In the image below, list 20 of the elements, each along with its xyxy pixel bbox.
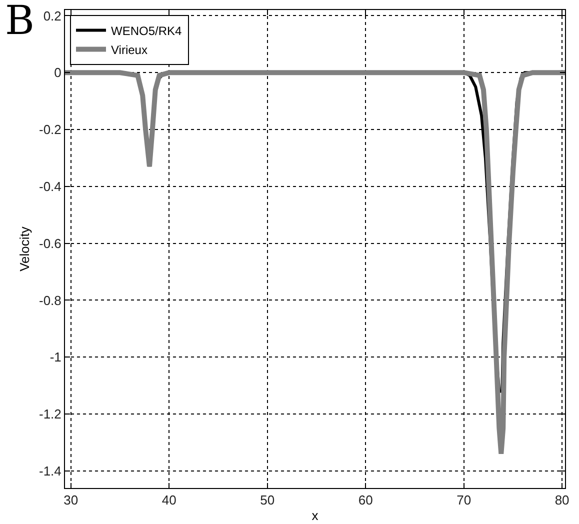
legend-label: WENO5/RK4 [111,24,182,38]
text: B [5,0,34,44]
y-axis-title: Velocity [16,226,32,272]
y-tick-label: 0.2 [43,8,62,24]
x-tick-label: 30 [64,492,78,508]
y-tick-label: -0.2 [38,122,62,138]
y-tick-label: -0.6 [38,236,62,251]
x-tick-label: 70 [456,492,472,508]
y-tick-label: -1.4 [38,463,62,478]
y-tick-label: -0.8 [38,292,62,308]
x-tick-label: 40 [162,492,176,508]
x-tick-label: 50 [260,492,275,508]
y-tick-label: -1.2 [38,406,62,422]
y-tick-label: 0 [54,65,62,80]
x-tick-label: 80 [554,492,570,508]
legend-label: Virieux [111,42,148,57]
x-tick-label: 60 [358,492,373,508]
y-tick-label: -1 [50,350,62,365]
x-axis-title: x [312,508,319,524]
y-tick-label: -0.4 [38,178,62,194]
